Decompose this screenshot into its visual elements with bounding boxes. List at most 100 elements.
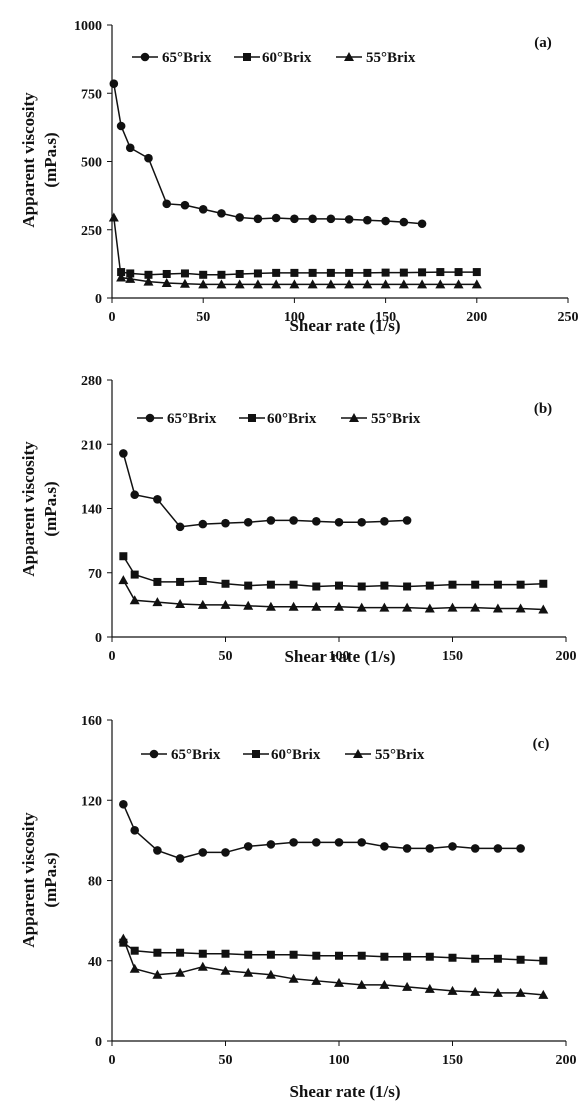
data-point (289, 516, 298, 525)
data-point (162, 269, 171, 278)
series-line (122, 579, 544, 611)
data-point (402, 516, 412, 525)
legend-label: 65°Brix (171, 747, 221, 763)
data-point (290, 268, 299, 277)
y-tick-label: 280 (81, 374, 102, 389)
data-point (116, 272, 127, 282)
data-point (399, 268, 408, 277)
data-point (470, 844, 480, 853)
data-point (418, 268, 427, 277)
data-point (221, 579, 230, 588)
data-point (126, 269, 135, 278)
data-point (144, 270, 153, 279)
data-point (108, 212, 119, 222)
y-tick-label: 1000 (74, 19, 102, 34)
data-point (252, 279, 263, 289)
legend-marker (140, 52, 150, 62)
legend-label: 60°Brix (262, 50, 312, 66)
series-line (122, 453, 408, 528)
data-point (492, 603, 503, 613)
y-tick-label: 500 (81, 156, 102, 171)
data-point (125, 143, 135, 153)
data-point (311, 601, 322, 611)
data-point (516, 955, 525, 964)
legend-marker (349, 413, 359, 422)
data-point (425, 844, 435, 853)
series-circle (119, 449, 412, 532)
data-point (381, 216, 390, 226)
data-point (470, 602, 481, 612)
data-point (161, 277, 172, 287)
series-circle (109, 79, 427, 229)
data-point (180, 200, 190, 210)
data-point (325, 279, 336, 289)
data-point (344, 215, 354, 224)
series-triangle (108, 212, 482, 289)
data-point (198, 577, 207, 586)
data-point (175, 967, 186, 977)
y-axis-label-line: (mPa.s) (41, 852, 60, 907)
data-point (253, 269, 262, 278)
data-point (217, 270, 226, 279)
x-tick-label: 150 (442, 1053, 463, 1068)
data-point (312, 951, 321, 960)
data-point (119, 938, 128, 947)
data-point (539, 579, 548, 588)
series-square (117, 268, 481, 279)
legend-label: 55°Brix (375, 747, 425, 763)
data-point (288, 601, 299, 611)
data-point (119, 799, 128, 809)
legend-label: 60°Brix (267, 411, 317, 427)
data-point (265, 969, 276, 979)
x-tick-label: 100 (329, 649, 350, 664)
data-point (334, 601, 344, 611)
y-axis-label-line: Apparent viscosity (19, 812, 38, 948)
data-point (448, 580, 457, 589)
data-point (153, 846, 162, 855)
data-point (243, 600, 254, 610)
data-point (176, 948, 185, 957)
data-point (402, 602, 413, 612)
y-axis-label-line: Apparent viscosity (19, 441, 38, 577)
series-line (113, 83, 423, 225)
data-point (265, 601, 276, 611)
data-point (492, 987, 503, 997)
chart-panel-1: 0 250 500 750 1000 0 50 100 150 200 250 Shear rate … (19, 19, 579, 335)
data-point (448, 842, 457, 851)
data-point (539, 956, 548, 965)
data-point (235, 269, 244, 278)
x-tick-label: 0 (109, 310, 116, 325)
data-point (271, 279, 282, 289)
data-point (326, 268, 335, 277)
data-point (312, 517, 321, 526)
data-point (308, 214, 317, 224)
x-tick-label: 100 (284, 310, 305, 325)
data-point (162, 199, 172, 209)
x-axis-label: Shear rate (1/s) (289, 1082, 400, 1101)
data-point (311, 975, 322, 985)
y-tick-label: 80 (88, 875, 102, 890)
data-point (220, 599, 231, 609)
x-tick-label: 150 (375, 310, 396, 325)
data-point (435, 279, 446, 289)
data-point (362, 279, 373, 289)
data-point (152, 969, 163, 979)
x-tick-label: 200 (556, 1053, 577, 1068)
data-point (153, 948, 162, 957)
data-point (144, 153, 153, 163)
data-point (180, 269, 189, 278)
y-tick-label: 0 (95, 1035, 102, 1050)
data-point (357, 951, 366, 960)
y-axis-label: Apparent viscosity (mPa.s) (19, 812, 60, 948)
data-point (289, 838, 298, 847)
data-point (538, 989, 549, 999)
legend-label: 65°Brix (162, 50, 212, 66)
data-point (312, 838, 321, 847)
data-point (235, 213, 244, 222)
series-square (119, 552, 548, 591)
data-point (198, 204, 208, 214)
data-point (130, 570, 139, 579)
data-point (289, 279, 300, 289)
data-point (253, 214, 263, 224)
data-point (453, 279, 464, 289)
